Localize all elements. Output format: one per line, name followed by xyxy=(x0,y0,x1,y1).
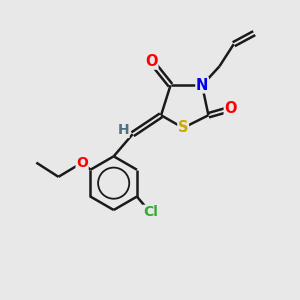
Text: S: S xyxy=(178,120,188,135)
Text: N: N xyxy=(196,78,208,93)
Text: O: O xyxy=(145,54,158,69)
Text: H: H xyxy=(117,123,129,137)
Text: O: O xyxy=(76,156,88,170)
Text: Cl: Cl xyxy=(143,206,158,219)
Text: O: O xyxy=(224,101,237,116)
